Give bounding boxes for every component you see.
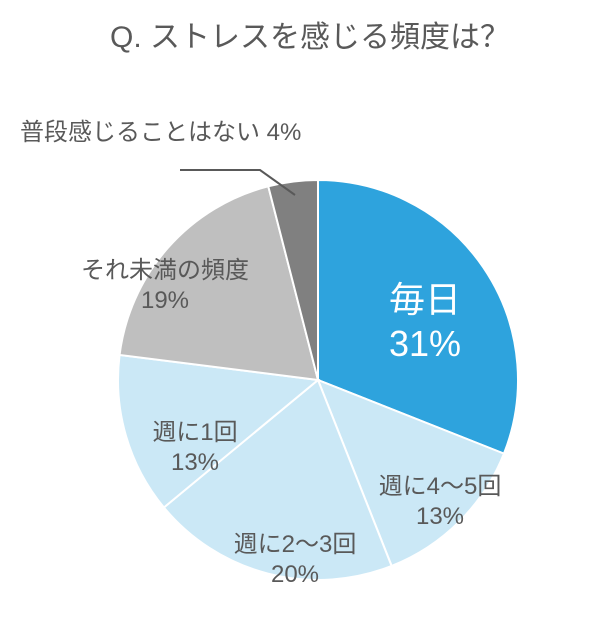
slice-pct: 13% xyxy=(416,503,464,530)
slice-pct: 19% xyxy=(141,287,189,314)
slice-callout-label: 普段感じることはない 4% xyxy=(20,119,301,146)
slice-pct: 13% xyxy=(171,449,219,476)
slice-pct: 31% xyxy=(389,323,461,364)
slice-label: それ未満の頻度 xyxy=(81,257,249,284)
slice-label: 週に2～3回 xyxy=(234,531,357,558)
pie-chart: 毎日31% 週に4～5回 13% 週に2～3回 20% 週に1回 13% それ未満の頻度 19%… xyxy=(0,0,605,620)
slice-label: 週に4～5回 xyxy=(379,473,502,500)
slice-pct: 20% xyxy=(271,561,319,588)
slice-label: 週に1回 xyxy=(152,419,237,446)
slice-label: 毎日 xyxy=(389,279,461,320)
